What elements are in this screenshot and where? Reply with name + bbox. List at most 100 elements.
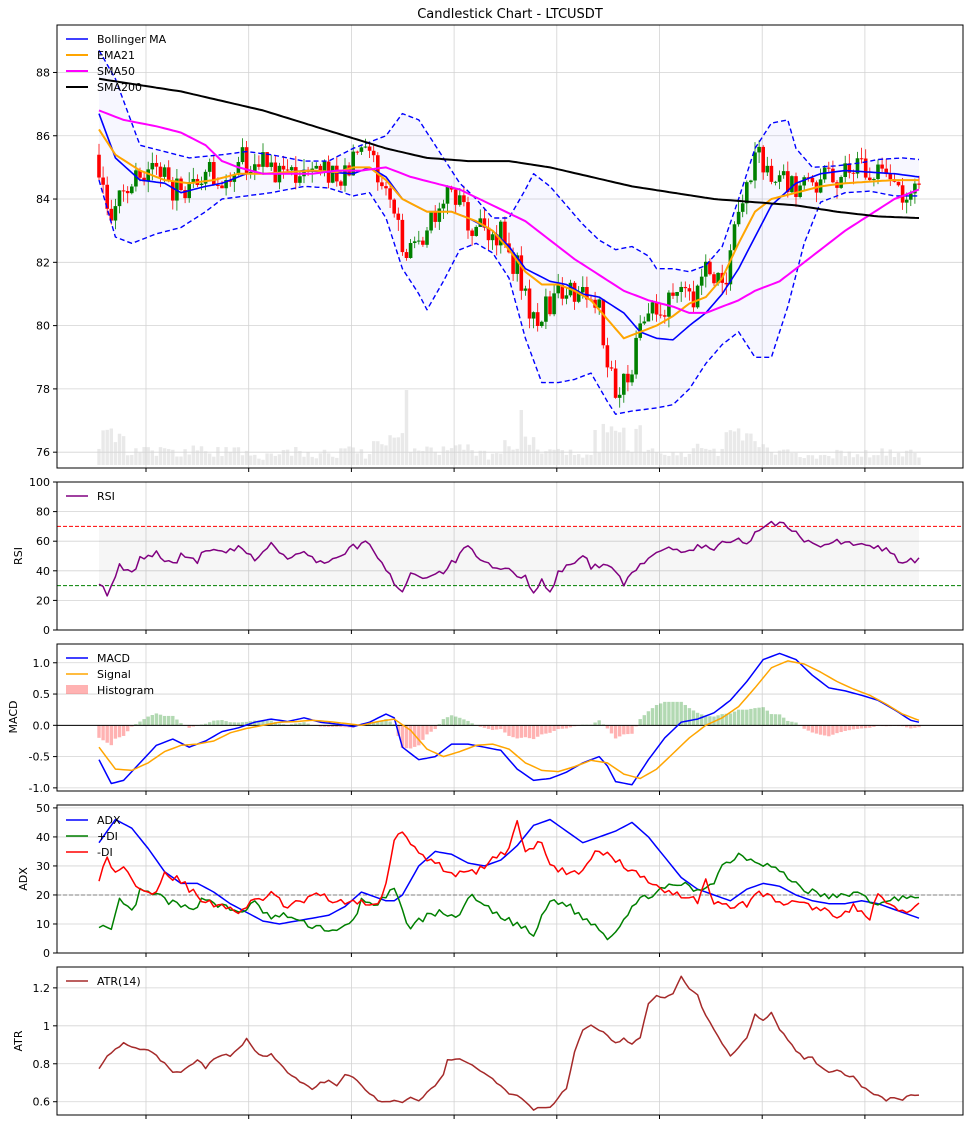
candle-body bbox=[429, 211, 433, 231]
volume-bar bbox=[322, 449, 327, 465]
macd-histogram-bar bbox=[470, 723, 474, 726]
volume-bar bbox=[572, 454, 577, 465]
candle-body bbox=[663, 315, 667, 317]
candle bbox=[597, 298, 601, 315]
candle bbox=[556, 273, 560, 299]
volume-bar bbox=[552, 449, 556, 465]
volume-bar bbox=[741, 440, 745, 465]
macd-histogram-bar bbox=[421, 725, 425, 740]
candle-body bbox=[146, 169, 150, 182]
adx-legend-label: -DI bbox=[97, 846, 113, 859]
candle bbox=[794, 172, 798, 207]
candle bbox=[847, 153, 852, 179]
macd-histogram-bar bbox=[704, 715, 708, 726]
candle bbox=[121, 184, 126, 202]
candle-body bbox=[740, 203, 745, 212]
macd-histogram-bar bbox=[905, 725, 909, 728]
volume-bar bbox=[835, 449, 839, 465]
bollinger-lower-line bbox=[98, 179, 919, 415]
macd-histogram-bar bbox=[244, 721, 249, 726]
macd-histogram-bar bbox=[835, 725, 839, 734]
candle-body bbox=[97, 154, 101, 178]
volume-bar bbox=[650, 448, 655, 465]
price-legend-label: SMA50 bbox=[97, 65, 135, 78]
macd-histogram-bar bbox=[765, 710, 769, 726]
macd-histogram-bar bbox=[552, 725, 556, 731]
macd-histogram-bar bbox=[556, 725, 560, 730]
volume-bar bbox=[626, 450, 630, 465]
macd-histogram-bar bbox=[367, 724, 372, 726]
volume-bar bbox=[495, 453, 499, 465]
macd-histogram-bar bbox=[626, 725, 630, 735]
candle-body bbox=[909, 193, 913, 200]
candle bbox=[736, 201, 741, 227]
candle-body bbox=[646, 313, 651, 322]
rsi-ytick-label: 20 bbox=[36, 594, 50, 607]
candle-body bbox=[585, 287, 589, 300]
macd-histogram-bar bbox=[138, 721, 142, 726]
macd-histogram-bar bbox=[630, 725, 634, 734]
macd-histogram-bar bbox=[458, 717, 462, 726]
macd-frame bbox=[56, 643, 964, 792]
macd-histogram-bar bbox=[257, 720, 261, 726]
price-legend-label: EMA21 bbox=[97, 49, 135, 62]
volume-bar bbox=[802, 458, 806, 465]
macd-histogram-bar bbox=[372, 722, 376, 726]
volume-bar bbox=[896, 453, 901, 465]
ema21-line bbox=[98, 128, 919, 340]
price-frame bbox=[56, 24, 964, 469]
macd-histogram-bar bbox=[548, 725, 552, 733]
volume-bar bbox=[126, 455, 130, 465]
candle bbox=[724, 272, 729, 295]
candle-body bbox=[224, 180, 228, 189]
volume-bar bbox=[244, 450, 249, 465]
candle-body bbox=[904, 199, 909, 203]
volume-bar bbox=[228, 451, 232, 465]
candle bbox=[101, 166, 105, 194]
candle-body bbox=[757, 146, 761, 153]
volume-bar bbox=[909, 449, 913, 465]
macd-histogram-bar bbox=[847, 725, 851, 731]
macd-histogram-bar bbox=[380, 720, 384, 726]
macd-histogram-bar bbox=[802, 725, 806, 729]
macd-histogram-bar bbox=[97, 725, 101, 738]
macd-histogram-bar bbox=[786, 720, 790, 726]
candle-body bbox=[285, 169, 290, 171]
candle-body bbox=[544, 296, 548, 322]
volume-bar bbox=[515, 448, 519, 465]
volume-bar bbox=[851, 457, 856, 465]
candle bbox=[757, 140, 761, 163]
candle-body bbox=[527, 288, 532, 319]
candle-body bbox=[556, 284, 560, 294]
macd-histogram-bar bbox=[269, 720, 273, 726]
macd-histogram-bar bbox=[384, 719, 388, 726]
candle bbox=[191, 167, 196, 188]
candle bbox=[802, 175, 806, 192]
signal-line bbox=[98, 660, 920, 780]
macd-histogram-bar bbox=[126, 725, 130, 732]
candle-body bbox=[183, 190, 187, 199]
candle bbox=[285, 159, 290, 173]
atr-ytick-label: 1.2 bbox=[33, 982, 51, 995]
macd-histogram-bar bbox=[232, 722, 236, 726]
candle-body bbox=[117, 190, 122, 207]
macd-histogram-bar bbox=[708, 716, 712, 726]
price-panel: 76 78 80 82 84 86 88 Bollinger MA EMA21 SMA50 SMA2… bbox=[36, 24, 964, 472]
atr-frame bbox=[56, 966, 964, 1116]
macd-histogram-bar bbox=[523, 725, 528, 738]
volume-bar bbox=[527, 444, 532, 465]
macd-histogram-bar bbox=[777, 714, 782, 726]
volume-bar bbox=[408, 452, 413, 465]
volume-bar bbox=[396, 437, 400, 465]
candle bbox=[585, 276, 589, 308]
volume-bar bbox=[490, 453, 495, 465]
macd-histogram-bar bbox=[158, 714, 163, 726]
candle-body bbox=[486, 227, 491, 241]
candle-body bbox=[257, 164, 261, 167]
candle bbox=[384, 181, 388, 196]
volume-bar bbox=[429, 447, 433, 465]
macd-histogram-bar bbox=[482, 725, 487, 728]
adx-ytick-label: 20 bbox=[36, 889, 50, 902]
rsi-ytick-label: 80 bbox=[36, 506, 50, 519]
rsi-ytick-label: 60 bbox=[36, 535, 50, 548]
